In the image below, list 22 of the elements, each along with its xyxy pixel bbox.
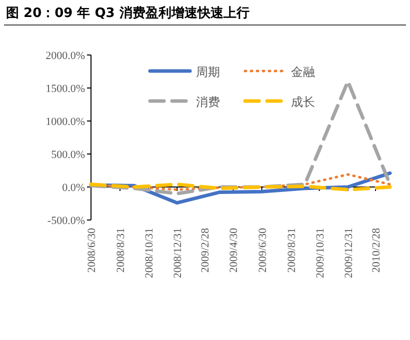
x-tick-label: 2008/10/31 (144, 228, 156, 278)
x-tick-label: 2008/6/30 (86, 228, 98, 273)
y-tick-label: -500.0% (47, 215, 85, 227)
legend-label: 金融 (291, 65, 315, 79)
x-tick-label: 2008/12/31 (172, 228, 184, 278)
x-tick-label: 2009/4/30 (228, 228, 240, 273)
x-tick-label: 2009/6/30 (256, 228, 269, 273)
x-tick-label: 2008/8/31 (115, 228, 128, 273)
legend-label: 周期 (196, 65, 220, 79)
y-tick-label: 500.0% (51, 149, 85, 161)
y-tick-label: 1500.0% (46, 83, 85, 95)
x-tick-label: 2009/8/31 (286, 228, 298, 273)
legend-label: 成长 (291, 95, 315, 109)
y-tick-label: 0.0% (62, 182, 85, 194)
y-tick-label: 2000.0% (46, 50, 85, 62)
x-tick-label: 2009/10/31 (314, 228, 326, 278)
chart-title: 图 20：09 年 Q3 消费盈利增速快速上行 (6, 5, 250, 21)
y-tick-label: 1000.0% (46, 116, 85, 128)
x-tick-label: 2009/12/31 (342, 228, 355, 278)
legend-label: 消费 (196, 95, 220, 109)
x-tick-label: 2010/2/28 (370, 228, 382, 273)
x-tick-label: 2009/2/28 (200, 228, 212, 273)
